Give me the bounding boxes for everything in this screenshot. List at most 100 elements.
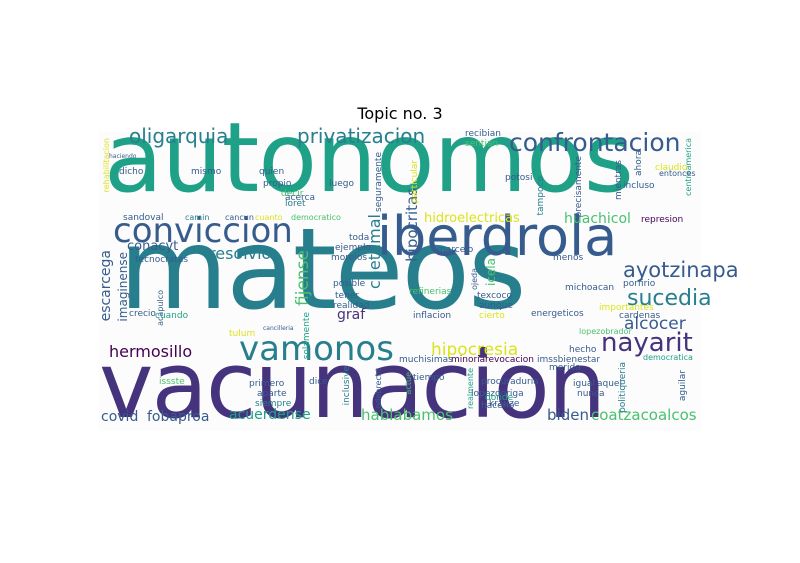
- cloud-word: cuando: [155, 311, 189, 321]
- cloud-word: solamente: [302, 312, 312, 360]
- cloud-word: recibian: [465, 129, 501, 139]
- cloud-word: importantes: [599, 303, 654, 313]
- cloud-word: tecnocratas: [135, 255, 189, 265]
- cloud-word: igual: [573, 379, 595, 389]
- cloud-word: precisamente: [574, 156, 584, 218]
- cloud-word: lopezdoriga: [471, 389, 524, 399]
- cloud-word: procuraduria: [481, 377, 539, 387]
- cloud-word: luego: [329, 179, 354, 189]
- cloud-word: minoria: [451, 355, 486, 365]
- cloud-word: sentian: [465, 139, 499, 149]
- cloud-word: marcelo: [437, 245, 474, 255]
- cloud-word: claudio: [655, 163, 688, 173]
- cloud-word: hablabamos: [361, 406, 453, 424]
- cloud-word: menos: [553, 253, 584, 263]
- word-cloud: autonomos mateos vacunacion iberdrola co…: [98, 110, 739, 439]
- cloud-word: decir: [281, 189, 304, 199]
- cloud-word: primero: [249, 379, 285, 389]
- cloud-word: merida: [549, 363, 581, 373]
- cloud-word: privatizacion: [297, 124, 426, 148]
- cloud-word: porfirio: [623, 279, 656, 289]
- cloud-word: represion: [641, 215, 684, 225]
- cloud-word: imaginense: [116, 252, 130, 322]
- cloud-word: revocacion: [485, 355, 534, 365]
- cloud-word: vacunacion: [99, 332, 606, 439]
- cloud-word: biden: [547, 406, 589, 424]
- cloud-word: hecho: [569, 345, 597, 355]
- cloud-word: propio: [263, 179, 292, 189]
- cloud-word: sandoval: [123, 213, 164, 223]
- cloud-word: democratico: [291, 213, 341, 222]
- plot-title: Topic no. 3: [357, 104, 443, 123]
- cloud-word: morelos: [331, 253, 368, 263]
- cloud-word: crecio: [129, 309, 156, 319]
- cloud-word: entonces: [659, 169, 696, 178]
- cloud-word: icela: [484, 258, 498, 287]
- cloud-word: tampoco: [536, 176, 546, 216]
- cloud-word: conacyt: [127, 239, 179, 254]
- cloud-word: tulum: [229, 329, 256, 339]
- cloud-word: lopezobrador: [579, 327, 632, 336]
- cloud-word: texcoco: [477, 291, 512, 301]
- cloud-word: ayotzinapa: [623, 258, 739, 282]
- cloud-word: toda: [349, 233, 370, 243]
- cloud-word: ejemplo: [335, 243, 372, 253]
- cloud-word: hipocresia: [431, 340, 519, 360]
- cloud-word: quien: [259, 167, 285, 177]
- cloud-word: fobaproa: [147, 409, 210, 425]
- cloud-word: confrontacion: [509, 128, 681, 157]
- cloud-word: hidroelectricas: [424, 211, 520, 226]
- cloud-word: huachicol: [564, 211, 631, 227]
- cloud-word: aparte: [257, 389, 287, 399]
- cloud-word: autonomos: [104, 102, 634, 214]
- cloud-word: fijense: [293, 250, 313, 306]
- cloud-word: ojeda: [470, 268, 479, 291]
- cloud-word: refinerias: [409, 287, 452, 297]
- cloud-word: particular: [410, 160, 420, 204]
- cloud-word: siempre: [255, 399, 292, 409]
- cloud-word: posible: [333, 279, 366, 289]
- cloud-word: nayarit: [601, 328, 693, 358]
- cloud-word: graf: [337, 307, 366, 323]
- cloud-word: escarcega: [98, 250, 114, 322]
- cloud-word: vamonos: [239, 329, 394, 369]
- cloud-word: sucedia: [627, 286, 712, 311]
- cloud-word: cardenas: [619, 311, 661, 321]
- cloud-word: resolvio: [209, 244, 272, 263]
- cloud-word: cancilleria: [263, 325, 294, 332]
- cloud-word: dice: [309, 377, 328, 387]
- cloud-word: incluso: [623, 181, 655, 191]
- cloud-word: democratica: [643, 353, 693, 362]
- cloud-word: ahora: [634, 150, 644, 176]
- cloud-word: aquel: [597, 379, 622, 389]
- cloud-word: nunca: [577, 389, 605, 399]
- cloud-word: aunque: [479, 301, 513, 311]
- cloud-word: oligarquia: [129, 124, 229, 148]
- cloud-word: cancun: [225, 213, 254, 222]
- cloud-word: inclusive: [342, 366, 352, 406]
- cloud-word: hermosillo: [109, 342, 193, 361]
- cloud-word: muchisimas: [399, 355, 453, 365]
- cloud-word: cuanto: [255, 213, 283, 222]
- cloud-word: imssbienestar: [537, 355, 601, 365]
- cloud-word: conviccion: [113, 211, 293, 251]
- cloud-word: rehabilitacion: [102, 138, 111, 193]
- cloud-word: aguilar: [678, 370, 688, 402]
- cloud-word: mateos: [119, 205, 526, 335]
- cloud-word: tiempo: [413, 373, 445, 383]
- cloud-word: alcocer: [624, 314, 686, 334]
- cloud-word: seguramente: [374, 152, 384, 212]
- cloud-word: issste: [159, 377, 185, 387]
- cloud-word: iberdrola: [377, 205, 618, 268]
- cloud-word: odebrecht: [374, 368, 383, 409]
- cloud-word: camin: [185, 213, 210, 222]
- cloud-word: covid: [101, 409, 139, 425]
- cloud-word: mismo: [191, 167, 222, 177]
- cloud-word: mientras: [614, 160, 624, 200]
- cloud-word: tener: [335, 291, 360, 301]
- cloud-word: inflacion: [413, 311, 452, 321]
- cloud-word: cierto: [479, 311, 505, 321]
- cloud-word: acerca: [285, 193, 315, 203]
- cloud-word: haciendo: [109, 153, 137, 160]
- cloud-word: energeticos: [531, 309, 584, 319]
